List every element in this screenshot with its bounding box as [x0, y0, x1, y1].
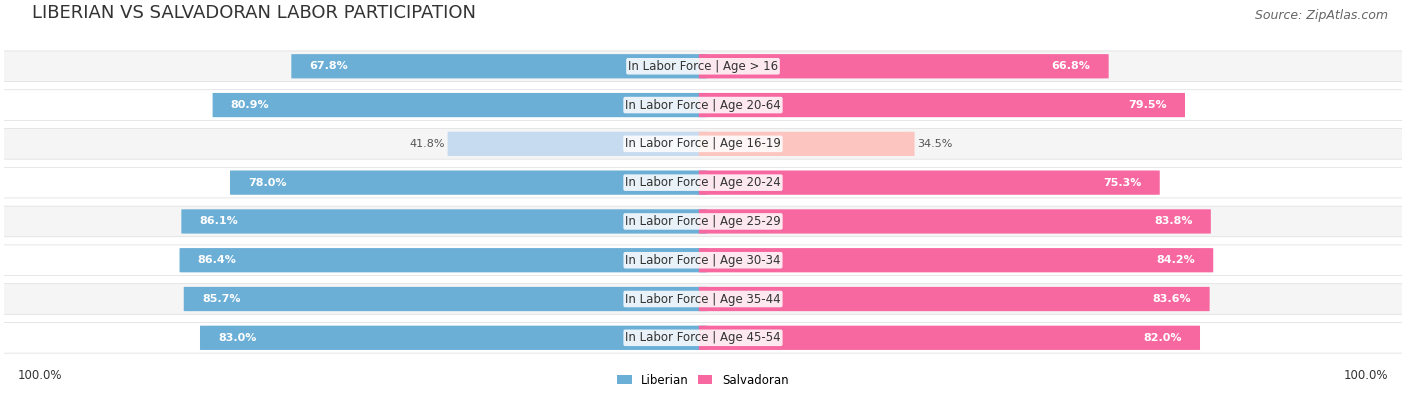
FancyBboxPatch shape — [200, 325, 707, 350]
Text: In Labor Force | Age 20-24: In Labor Force | Age 20-24 — [626, 176, 780, 189]
Text: In Labor Force | Age 30-34: In Labor Force | Age 30-34 — [626, 254, 780, 267]
Text: In Labor Force | Age 25-29: In Labor Force | Age 25-29 — [626, 215, 780, 228]
Text: In Labor Force | Age 16-19: In Labor Force | Age 16-19 — [626, 137, 780, 150]
Text: In Labor Force | Age 20-64: In Labor Force | Age 20-64 — [626, 99, 780, 111]
Text: 100.0%: 100.0% — [1343, 369, 1388, 382]
FancyBboxPatch shape — [291, 54, 707, 79]
Text: Source: ZipAtlas.com: Source: ZipAtlas.com — [1256, 9, 1388, 22]
Text: In Labor Force | Age 35-44: In Labor Force | Age 35-44 — [626, 293, 780, 305]
FancyBboxPatch shape — [212, 93, 707, 117]
FancyBboxPatch shape — [0, 245, 1406, 276]
FancyBboxPatch shape — [231, 171, 707, 195]
FancyBboxPatch shape — [180, 248, 707, 273]
Text: 86.1%: 86.1% — [200, 216, 238, 226]
Text: 83.8%: 83.8% — [1154, 216, 1192, 226]
Text: 66.8%: 66.8% — [1052, 61, 1091, 71]
FancyBboxPatch shape — [699, 54, 1109, 79]
FancyBboxPatch shape — [699, 287, 1209, 311]
Text: In Labor Force | Age > 16: In Labor Force | Age > 16 — [628, 60, 778, 73]
FancyBboxPatch shape — [699, 209, 1211, 233]
Legend: Liberian, Salvadoran: Liberian, Salvadoran — [613, 369, 793, 391]
FancyBboxPatch shape — [699, 325, 1199, 350]
FancyBboxPatch shape — [0, 284, 1406, 314]
FancyBboxPatch shape — [0, 51, 1406, 82]
Text: 34.5%: 34.5% — [917, 139, 953, 149]
Text: 82.0%: 82.0% — [1143, 333, 1182, 343]
Text: 67.8%: 67.8% — [309, 61, 349, 71]
FancyBboxPatch shape — [0, 128, 1406, 159]
Text: LIBERIAN VS SALVADORAN LABOR PARTICIPATION: LIBERIAN VS SALVADORAN LABOR PARTICIPATI… — [32, 4, 477, 22]
Text: 100.0%: 100.0% — [18, 369, 63, 382]
FancyBboxPatch shape — [699, 93, 1185, 117]
Text: In Labor Force | Age 45-54: In Labor Force | Age 45-54 — [626, 331, 780, 344]
Text: 79.5%: 79.5% — [1128, 100, 1167, 110]
Text: 83.0%: 83.0% — [218, 333, 256, 343]
FancyBboxPatch shape — [447, 132, 707, 156]
Text: 84.2%: 84.2% — [1156, 255, 1195, 265]
FancyBboxPatch shape — [699, 132, 914, 156]
FancyBboxPatch shape — [0, 90, 1406, 120]
FancyBboxPatch shape — [181, 209, 707, 233]
FancyBboxPatch shape — [0, 322, 1406, 353]
Text: 78.0%: 78.0% — [249, 178, 287, 188]
Text: 85.7%: 85.7% — [202, 294, 240, 304]
FancyBboxPatch shape — [184, 287, 707, 311]
FancyBboxPatch shape — [699, 171, 1160, 195]
FancyBboxPatch shape — [699, 248, 1213, 273]
Text: 80.9%: 80.9% — [231, 100, 270, 110]
Text: 41.8%: 41.8% — [409, 139, 444, 149]
Text: 83.6%: 83.6% — [1153, 294, 1191, 304]
FancyBboxPatch shape — [0, 167, 1406, 198]
FancyBboxPatch shape — [0, 206, 1406, 237]
Text: 86.4%: 86.4% — [198, 255, 236, 265]
Text: 75.3%: 75.3% — [1104, 178, 1142, 188]
